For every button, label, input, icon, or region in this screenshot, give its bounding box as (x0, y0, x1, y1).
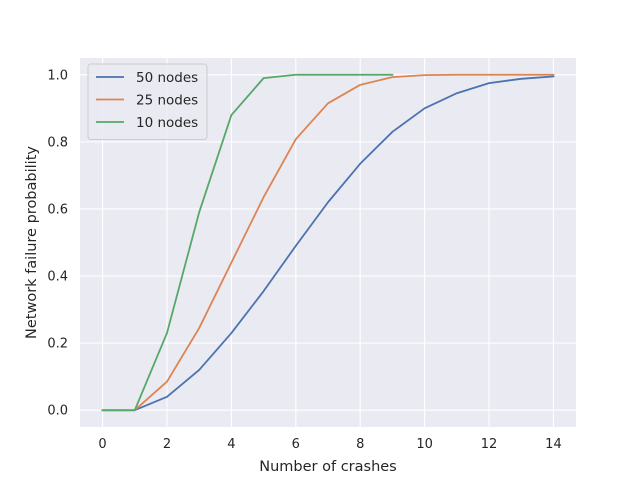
y-tick-label: 0.8 (47, 135, 68, 150)
x-tick-label: 8 (356, 437, 364, 452)
y-tick-label: 0.6 (47, 202, 68, 217)
legend: 50 nodes 25 nodes 10 nodes (87, 63, 208, 140)
y-tick-label: 1.0 (47, 68, 68, 83)
x-tick-label: 0 (98, 437, 106, 452)
y-tick-label: 0.2 (47, 337, 68, 352)
series-line-10-nodes (101, 73, 394, 412)
x-tick-label: 14 (545, 437, 562, 452)
x-tick-label: 10 (416, 437, 433, 452)
x-tick-label: 12 (481, 437, 498, 452)
series-line-25-nodes (101, 73, 555, 412)
x-axis-label: Number of crashes (259, 459, 396, 475)
x-tick-label: 2 (163, 437, 171, 452)
legend-label: 50 nodes (136, 70, 198, 86)
y-tick-label: 0.0 (47, 404, 68, 419)
legend-label: 25 nodes (136, 93, 198, 109)
y-tick-labels: 0.0 0.2 0.4 0.6 0.8 1.0 (47, 68, 68, 418)
x-tick-label: 6 (292, 437, 300, 452)
legend-box (87, 63, 208, 140)
series-layer (101, 73, 555, 412)
series-line-50-nodes (101, 75, 555, 412)
x-tick-labels: 0 2 4 6 8 10 12 14 (98, 437, 561, 452)
y-tick-label: 0.4 (47, 270, 68, 285)
y-axis-label: Network failure probability (24, 146, 40, 339)
legend-label: 10 nodes (136, 115, 198, 131)
x-tick-label: 4 (227, 437, 235, 452)
